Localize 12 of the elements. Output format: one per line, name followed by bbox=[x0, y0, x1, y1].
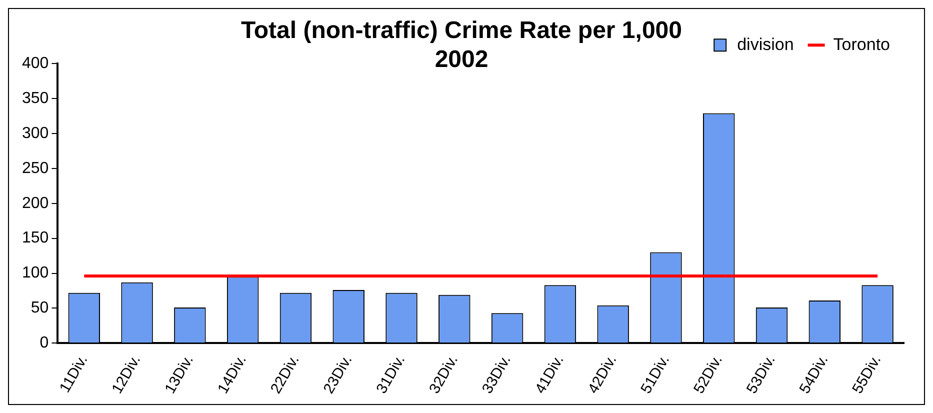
y-tick-label: 150 bbox=[22, 230, 49, 247]
legend-label: Toronto bbox=[833, 34, 890, 54]
y-tick-label: 300 bbox=[22, 124, 49, 142]
legend-label: division bbox=[737, 34, 794, 54]
chart-title: Total (non-traffic) Crime Rate per 1,000 2002 bbox=[241, 17, 682, 73]
y-tick-label: 200 bbox=[22, 194, 49, 212]
y-tick-label: 250 bbox=[22, 160, 49, 177]
y-tick-label: 50 bbox=[30, 300, 49, 317]
y-tick-label: 350 bbox=[22, 90, 49, 107]
y-tick-label: 100 bbox=[22, 264, 49, 282]
y-tick-label: 400 bbox=[22, 55, 49, 72]
y-tick-label: 0 bbox=[40, 334, 49, 352]
